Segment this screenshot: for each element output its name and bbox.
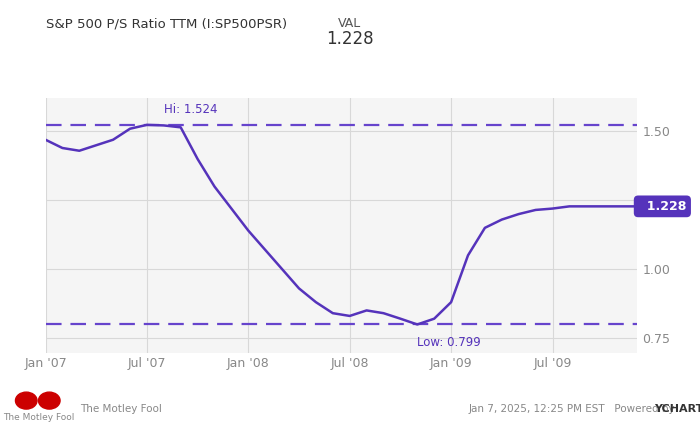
Circle shape <box>38 392 60 409</box>
Text: VAL: VAL <box>338 17 362 30</box>
Text: The Motley Fool: The Motley Fool <box>3 413 74 422</box>
Text: YCHARTS: YCHARTS <box>654 404 700 414</box>
Text: Hi: 1.524: Hi: 1.524 <box>164 103 217 116</box>
Text: Jan 7, 2025, 12:25 PM EST   Powered by: Jan 7, 2025, 12:25 PM EST Powered by <box>469 404 679 414</box>
Text: Low: 0.799: Low: 0.799 <box>417 336 481 349</box>
Text: 1.228: 1.228 <box>326 30 374 48</box>
Text: 1.228: 1.228 <box>638 200 687 213</box>
Text: S&P 500 P/S Ratio TTM (I:SP500PSR): S&P 500 P/S Ratio TTM (I:SP500PSR) <box>46 17 286 30</box>
Circle shape <box>15 392 37 409</box>
Text: The Motley Fool: The Motley Fool <box>80 404 162 414</box>
